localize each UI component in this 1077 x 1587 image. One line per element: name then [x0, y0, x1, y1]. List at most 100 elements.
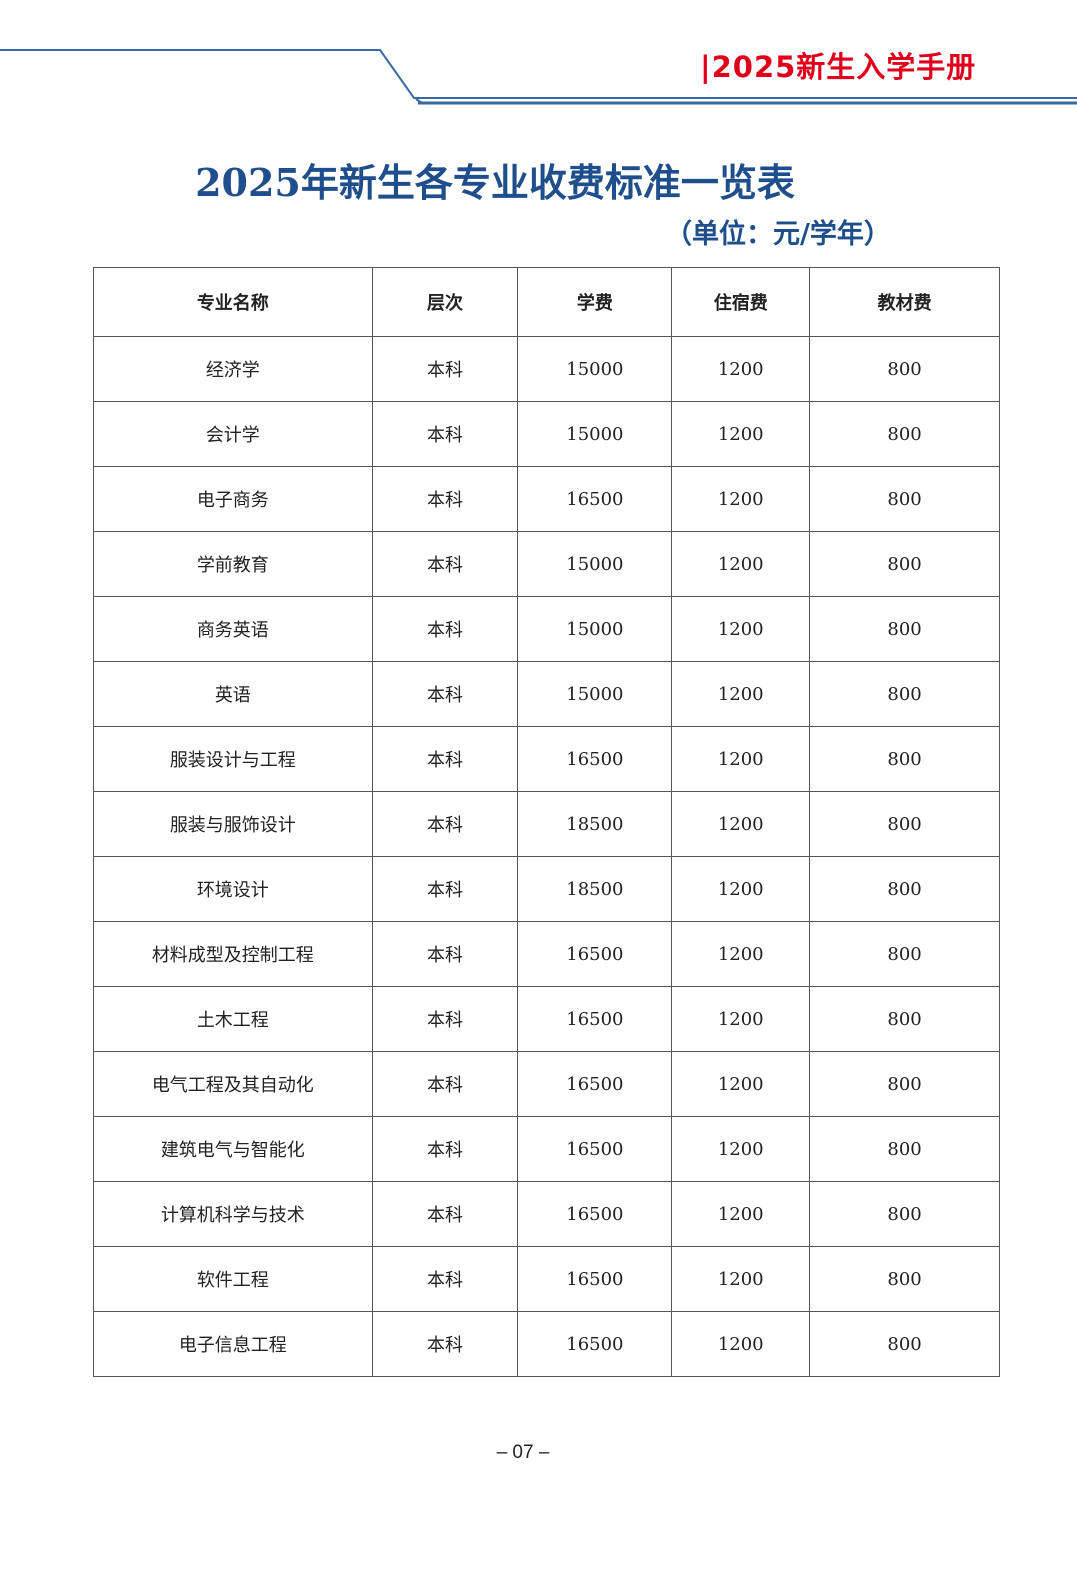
table-cell: 800 [809, 856, 1000, 922]
table-row: 英语 本科 15000 1200 800 [93, 661, 1000, 727]
table-cell: 服装设计与工程 [93, 726, 373, 792]
table-row: 会计学 本科 15000 1200 800 [93, 401, 1000, 467]
table-cell: 本科 [371, 336, 519, 402]
table-row: 软件工程 本科 16500 1200 800 [93, 1246, 1000, 1312]
table-cell: 800 [809, 596, 1000, 662]
column-header: 教材费 [809, 267, 1000, 337]
header-decoration [0, 49, 1077, 105]
table-cell: 本科 [371, 401, 519, 467]
table-cell: 本科 [371, 856, 519, 922]
table-cell: 16500 [517, 1116, 673, 1182]
table-cell: 电子商务 [93, 466, 373, 532]
table-cell: 18500 [517, 791, 673, 857]
table-cell: 本科 [371, 1246, 519, 1312]
table-cell: 本科 [371, 1051, 519, 1117]
table-cell: 800 [809, 791, 1000, 857]
table-cell: 本科 [371, 1116, 519, 1182]
table-row: 土木工程 本科 16500 1200 800 [93, 986, 1000, 1052]
fee-table: 专业名称 层次 学费 住宿费 教材费 经济学 本科 15000 1200 800 会计学 本科 150… [93, 267, 1000, 1377]
table-cell: 1200 [671, 791, 811, 857]
table-cell: 电子信息工程 [93, 1311, 373, 1377]
table-cell: 800 [809, 1311, 1000, 1377]
column-header: 住宿费 [671, 267, 811, 337]
table-cell: 本科 [371, 726, 519, 792]
table-cell: 服装与服饰设计 [93, 791, 373, 857]
table-cell: 土木工程 [93, 986, 373, 1052]
column-header: 学费 [517, 267, 673, 337]
table-cell: 电气工程及其自动化 [93, 1051, 373, 1117]
table-cell: 本科 [371, 466, 519, 532]
table-cell: 会计学 [93, 401, 373, 467]
table-row: 环境设计 本科 18500 1200 800 [93, 856, 1000, 922]
table-cell: 本科 [371, 791, 519, 857]
column-header: 层次 [371, 267, 519, 337]
table-cell: 商务英语 [93, 596, 373, 662]
table-row: 商务英语 本科 15000 1200 800 [93, 596, 1000, 662]
table-cell: 学前教育 [93, 531, 373, 597]
table-cell: 环境设计 [93, 856, 373, 922]
table-row: 电气工程及其自动化 本科 16500 1200 800 [93, 1051, 1000, 1117]
table-cell: 15000 [517, 531, 673, 597]
table-cell: 800 [809, 921, 1000, 987]
table-cell: 16500 [517, 1246, 673, 1312]
table-row: 学前教育 本科 15000 1200 800 [93, 531, 1000, 597]
table-cell: 15000 [517, 401, 673, 467]
table-cell: 本科 [371, 986, 519, 1052]
table-row: 电子信息工程 本科 16500 1200 800 [93, 1311, 1000, 1377]
table-cell: 800 [809, 1116, 1000, 1182]
table-cell: 800 [809, 466, 1000, 532]
table-cell: 18500 [517, 856, 673, 922]
table-cell: 800 [809, 401, 1000, 467]
table-row: 经济学 本科 15000 1200 800 [93, 336, 1000, 402]
table-cell: 16500 [517, 1181, 673, 1247]
table-cell: 16500 [517, 1311, 673, 1377]
table-cell: 本科 [371, 1181, 519, 1247]
table-cell: 本科 [371, 921, 519, 987]
table-cell: 1200 [671, 1051, 811, 1117]
table-cell: 800 [809, 531, 1000, 597]
table-cell: 800 [809, 336, 1000, 402]
table-cell: 1200 [671, 921, 811, 987]
handbook-brand: |2025新生入学手册 [700, 50, 977, 84]
table-header-row: 专业名称 层次 学费 住宿费 教材费 [93, 267, 1000, 337]
table-cell: 16500 [517, 466, 673, 532]
table-cell: 1200 [671, 856, 811, 922]
table-cell: 本科 [371, 1311, 519, 1377]
table-row: 服装与服饰设计 本科 18500 1200 800 [93, 791, 1000, 857]
table-cell: 15000 [517, 661, 673, 727]
table-cell: 本科 [371, 531, 519, 597]
table-cell: 15000 [517, 336, 673, 402]
table-row: 计算机科学与技术 本科 16500 1200 800 [93, 1181, 1000, 1247]
table-cell: 经济学 [93, 336, 373, 402]
table-cell: 1200 [671, 596, 811, 662]
table-cell: 计算机科学与技术 [93, 1181, 373, 1247]
page-title: 2025年新生各专业收费标准一览表 [195, 160, 795, 205]
table-cell: 800 [809, 1246, 1000, 1312]
unit-note: （单位：元/学年） [665, 219, 891, 250]
table-cell: 800 [809, 1051, 1000, 1117]
table-cell: 材料成型及控制工程 [93, 921, 373, 987]
column-header: 专业名称 [93, 267, 373, 337]
table-cell: 15000 [517, 596, 673, 662]
page-number: – 07 – [496, 1442, 550, 1463]
table-cell: 800 [809, 726, 1000, 792]
table-cell: 800 [809, 986, 1000, 1052]
table-cell: 16500 [517, 1051, 673, 1117]
table-cell: 1200 [671, 1181, 811, 1247]
table-cell: 800 [809, 1181, 1000, 1247]
table-cell: 1200 [671, 661, 811, 727]
table-cell: 软件工程 [93, 1246, 373, 1312]
table-cell: 800 [809, 661, 1000, 727]
table-cell: 16500 [517, 986, 673, 1052]
table-cell: 1200 [671, 726, 811, 792]
table-cell: 本科 [371, 596, 519, 662]
table-cell: 本科 [371, 661, 519, 727]
table-cell: 1200 [671, 531, 811, 597]
table-cell: 1200 [671, 986, 811, 1052]
table-cell: 1200 [671, 401, 811, 467]
table-cell: 1200 [671, 336, 811, 402]
table-row: 电子商务 本科 16500 1200 800 [93, 466, 1000, 532]
table-cell: 英语 [93, 661, 373, 727]
table-row: 建筑电气与智能化 本科 16500 1200 800 [93, 1116, 1000, 1182]
table-cell: 1200 [671, 1311, 811, 1377]
